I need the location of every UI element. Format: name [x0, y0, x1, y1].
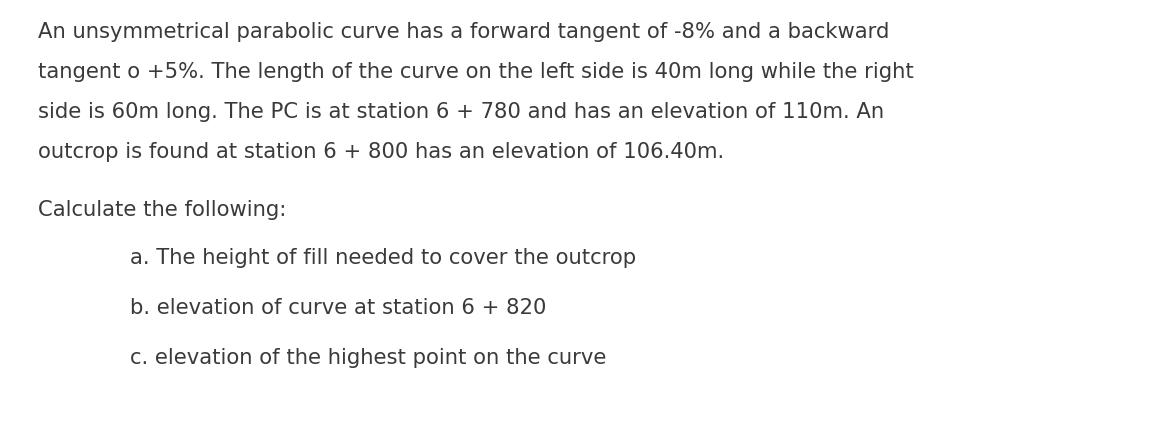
Text: An unsymmetrical parabolic curve has a forward tangent of -8% and a backward: An unsymmetrical parabolic curve has a f…	[39, 22, 889, 42]
Text: outcrop is found at station 6 + 800 has an elevation of 106.40m.: outcrop is found at station 6 + 800 has …	[39, 142, 724, 162]
Text: b. elevation of curve at station 6 + 820: b. elevation of curve at station 6 + 820	[130, 298, 547, 318]
Text: side is 60m long. The PC is at station 6 + 780 and has an elevation of 110m. An: side is 60m long. The PC is at station 6…	[39, 102, 884, 122]
Text: Calculate the following:: Calculate the following:	[39, 200, 286, 220]
Text: tangent o +5%. The length of the curve on the left side is 40m long while the ri: tangent o +5%. The length of the curve o…	[39, 62, 913, 82]
Text: a. The height of fill needed to cover the outcrop: a. The height of fill needed to cover th…	[130, 248, 637, 268]
Text: c. elevation of the highest point on the curve: c. elevation of the highest point on the…	[130, 348, 606, 368]
